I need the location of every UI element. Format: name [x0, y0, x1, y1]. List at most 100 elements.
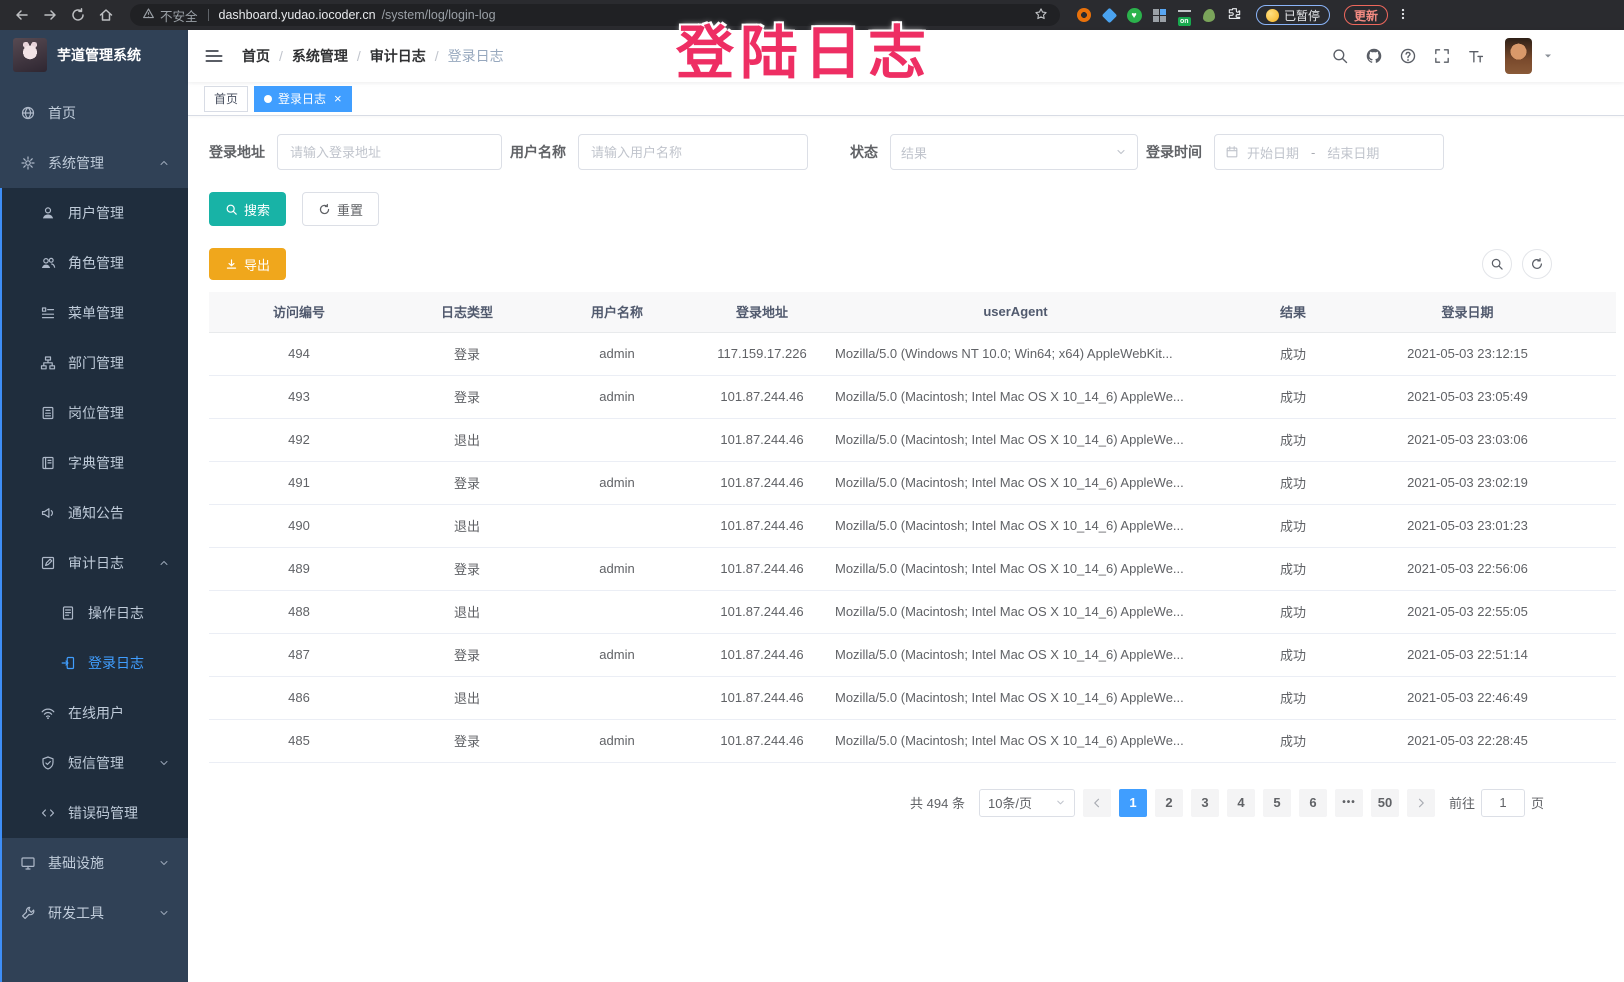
- browser-menu-icon[interactable]: [1396, 7, 1410, 24]
- reset-button[interactable]: 重置: [302, 192, 380, 226]
- sidebar-item-dev-tools[interactable]: 研发工具: [0, 888, 188, 938]
- cell-id: 492: [209, 418, 389, 462]
- green-heart-extension-icon[interactable]: ♥: [1126, 7, 1142, 23]
- blue-grid-extension-icon[interactable]: [1151, 7, 1167, 23]
- list-on-extension-icon[interactable]: on: [1176, 7, 1192, 26]
- prev-page-button[interactable]: [1082, 788, 1111, 817]
- sidebar-item-label: 通知公告: [68, 505, 124, 521]
- cell-ua: Mozilla/5.0 (Macintosh; Intel Mac OS X 1…: [835, 719, 1196, 763]
- cell-result: 成功: [1196, 719, 1390, 763]
- sidebar-item-post-mgmt[interactable]: 岗位管理: [0, 388, 188, 438]
- browser-back-icon[interactable]: [10, 3, 34, 27]
- table-row: 485 登录 admin 101.87.244.46 Mozilla/5.0 (Maci…: [209, 719, 1616, 763]
- sidebar-item-role-mgmt[interactable]: 角色管理: [0, 238, 188, 288]
- sidebar-item-audit-log[interactable]: 审计日志: [0, 538, 188, 588]
- browser-update-button[interactable]: 更新: [1344, 5, 1389, 25]
- browser-forward-icon[interactable]: [38, 3, 62, 27]
- column-header: userAgent: [835, 292, 1196, 333]
- toggle-search-icon[interactable]: [1482, 249, 1512, 279]
- page-button-6[interactable]: 6: [1298, 788, 1327, 817]
- page-button-4[interactable]: 4: [1226, 788, 1255, 817]
- browser-home-icon[interactable]: [94, 3, 118, 27]
- gear-icon: [20, 155, 36, 171]
- cell-ua: Mozilla/5.0 (Macintosh; Intel Mac OS X 1…: [835, 633, 1196, 677]
- refresh-icon[interactable]: [1522, 249, 1552, 279]
- page-button-2[interactable]: 2: [1154, 788, 1183, 817]
- tab-label: 首页: [214, 92, 239, 106]
- breadcrumb-item[interactable]: 审计日志: [369, 48, 426, 64]
- github-icon[interactable]: [1359, 41, 1389, 71]
- cell-ip: 101.87.244.46: [689, 375, 835, 419]
- page-button-3[interactable]: 3: [1190, 788, 1219, 817]
- sidebar-item-user-mgmt[interactable]: 用户管理: [0, 188, 188, 238]
- login-log-table: 访问编号 日志类型 用户名称 登录地址 userAgent 结果 登录日期 494 登录 adm…: [209, 292, 1616, 763]
- breadcrumb-item[interactable]: 系统管理: [291, 48, 348, 64]
- url-domain: dashboard.yudao.iocoder.cn: [218, 8, 376, 22]
- next-page-button[interactable]: [1406, 788, 1435, 817]
- sidebar-item-system-mgmt[interactable]: 系统管理: [0, 138, 188, 188]
- column-header: 访问编号: [209, 292, 389, 333]
- page-button-1[interactable]: 1: [1118, 788, 1147, 817]
- sidebar-item-login-log[interactable]: 登录日志: [0, 638, 188, 688]
- fullscreen-icon[interactable]: [1427, 41, 1457, 71]
- sidebar-item-error-code[interactable]: 错误码管理: [0, 788, 188, 838]
- cell-id: 489: [209, 547, 389, 591]
- sidebar: 芋道管理系统 首页 系统管理 用户管理 角色管理 菜单管理 部门管理 岗位管理 字典管理 通知公…: [0, 30, 188, 982]
- login-address-input[interactable]: [277, 134, 502, 170]
- hamburger-icon[interactable]: [204, 45, 226, 67]
- address-bar[interactable]: 不安全 dashboard.yudao.iocoder.cn/system/lo…: [130, 4, 1060, 26]
- blue-gem-extension-icon[interactable]: [1101, 7, 1117, 23]
- navbar: 首页 / 系统管理 / 审计日志 / 登录日志: [188, 30, 1624, 82]
- cell-id: 491: [209, 461, 389, 505]
- cell-date: 2021-05-03 22:28:45: [1390, 719, 1545, 763]
- date-range-picker[interactable]: 开始日期 - 结束日期: [1214, 134, 1444, 170]
- gutter-cell: [1545, 719, 1616, 763]
- font-size-icon[interactable]: [1461, 41, 1491, 71]
- not-secure-warning[interactable]: 不安全: [142, 6, 198, 25]
- paused-label: 已暂停: [1284, 8, 1321, 23]
- jump-page-input[interactable]: [1480, 788, 1525, 817]
- username-input[interactable]: [578, 134, 808, 170]
- chevron-down-icon: [1115, 146, 1127, 158]
- tab-login-log[interactable]: 登录日志 ×: [254, 85, 352, 112]
- sidebar-item-home[interactable]: 首页: [0, 88, 188, 138]
- sidebar-item-infrastructure[interactable]: 基础设施: [0, 838, 188, 888]
- sidebar-item-menu-mgmt[interactable]: 菜单管理: [0, 288, 188, 338]
- sidebar-item-notice[interactable]: 通知公告: [0, 488, 188, 538]
- sidebar-item-online-user[interactable]: 在线用户: [0, 688, 188, 738]
- search-button[interactable]: 搜索: [209, 192, 287, 226]
- puzzle-extension-icon[interactable]: [1226, 7, 1242, 23]
- tab-label: 登录日志: [278, 92, 327, 106]
- page-button-5[interactable]: 5: [1262, 788, 1291, 817]
- table-row: 490 退出 101.87.244.46 Mozilla/5.0 (Macintosh…: [209, 504, 1616, 548]
- question-icon[interactable]: [1393, 41, 1423, 71]
- cell-ua: Mozilla/5.0 (Macintosh; Intel Mac OS X 1…: [835, 676, 1196, 720]
- status-select[interactable]: 结果: [890, 134, 1138, 170]
- export-button[interactable]: 导出: [209, 248, 287, 280]
- sidebar-item-sms-mgmt[interactable]: 短信管理: [0, 738, 188, 788]
- cell-ip: 101.87.244.46: [689, 676, 835, 720]
- sidebar-item-dict-mgmt[interactable]: 字典管理: [0, 438, 188, 488]
- sidebar-item-label: 研发工具: [48, 905, 104, 921]
- caret-down-icon[interactable]: [1542, 50, 1554, 62]
- bookmark-star-icon[interactable]: [1034, 7, 1048, 24]
- browser-reload-icon[interactable]: [66, 3, 90, 27]
- plant-extension-icon[interactable]: [1201, 7, 1217, 23]
- cell-ua: Mozilla/5.0 (Macintosh; Intel Mac OS X 1…: [835, 504, 1196, 548]
- orange-circle-extension-icon[interactable]: [1076, 7, 1092, 23]
- sidebar-item-label: 登录日志: [88, 655, 144, 671]
- close-icon[interactable]: ×: [334, 91, 342, 106]
- cell-id: 493: [209, 375, 389, 419]
- gutter-column: [1545, 292, 1616, 333]
- sidebar-item-dept-mgmt[interactable]: 部门管理: [0, 338, 188, 388]
- more-pages-button[interactable]: •••: [1334, 788, 1363, 817]
- page-size-select[interactable]: 10条/页: [978, 788, 1075, 817]
- table-row: 493 登录 admin 101.87.244.46 Mozilla/5.0 (Maci…: [209, 375, 1616, 419]
- user-avatar[interactable]: [1505, 38, 1532, 74]
- breadcrumb-item[interactable]: 首页: [242, 48, 270, 64]
- page-button-50[interactable]: 50: [1370, 788, 1399, 817]
- paused-extension-badge[interactable]: 已暂停: [1256, 5, 1331, 25]
- tab-home[interactable]: 首页: [204, 85, 249, 112]
- sidebar-item-operate-log[interactable]: 操作日志: [0, 588, 188, 638]
- search-icon[interactable]: [1325, 41, 1355, 71]
